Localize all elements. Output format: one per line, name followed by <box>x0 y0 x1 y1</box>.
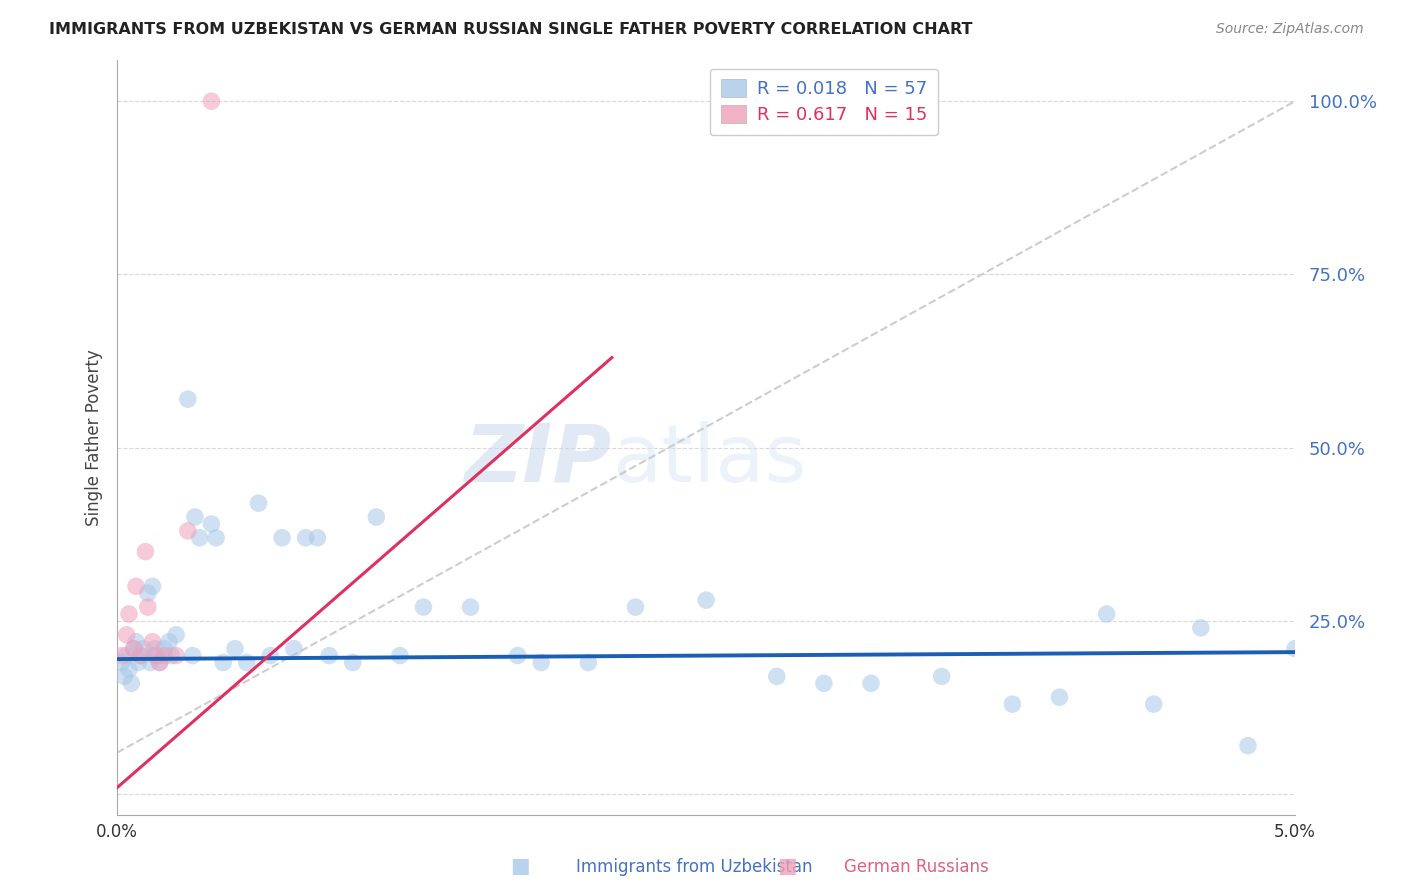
Point <box>118 607 141 621</box>
Point <box>139 656 162 670</box>
Point <box>247 496 270 510</box>
Text: ■: ■ <box>778 856 797 876</box>
Point <box>118 663 141 677</box>
Point <box>1189 621 1212 635</box>
Point <box>224 641 246 656</box>
Point <box>366 510 388 524</box>
Point <box>115 628 138 642</box>
Text: Immigrants from Uzbekistan: Immigrants from Uzbekistan <box>576 858 813 876</box>
Point <box>129 648 152 663</box>
Point <box>136 600 159 615</box>
Point <box>259 648 281 663</box>
Point <box>136 586 159 600</box>
Text: IMMIGRANTS FROM UZBEKISTAN VS GERMAN RUSSIAN SINGLE FATHER POVERTY CORRELATION C: IMMIGRANTS FROM UZBEKISTAN VS GERMAN RUS… <box>49 22 973 37</box>
Point <box>1001 697 1024 711</box>
Point <box>342 656 364 670</box>
Point <box>931 669 953 683</box>
Point <box>146 648 169 663</box>
Point <box>157 634 180 648</box>
Point <box>765 669 787 683</box>
Point <box>388 648 411 663</box>
Point <box>141 579 163 593</box>
Point <box>576 656 599 670</box>
Point <box>236 656 259 670</box>
Point <box>624 600 647 615</box>
Point <box>212 656 235 670</box>
Point <box>695 593 717 607</box>
Point <box>181 648 204 663</box>
Point <box>143 641 166 656</box>
Point <box>149 656 172 670</box>
Point <box>153 641 176 656</box>
Point <box>129 648 152 663</box>
Point <box>205 531 228 545</box>
Point <box>1049 690 1071 705</box>
Point <box>134 544 156 558</box>
Point <box>1143 697 1166 711</box>
Point <box>184 510 207 524</box>
Point <box>111 656 134 670</box>
Point <box>200 516 222 531</box>
Point <box>122 641 145 656</box>
Point <box>141 634 163 648</box>
Point <box>177 524 200 538</box>
Point <box>143 648 166 663</box>
Point <box>860 676 883 690</box>
Point <box>294 531 316 545</box>
Point <box>149 656 172 670</box>
Point <box>460 600 482 615</box>
Point <box>120 676 142 690</box>
Point <box>125 634 148 648</box>
Point <box>177 392 200 407</box>
Point <box>115 648 138 663</box>
Point <box>165 648 187 663</box>
Point <box>318 648 340 663</box>
Point <box>153 648 176 663</box>
Point <box>271 531 294 545</box>
Legend: R = 0.018   N = 57, R = 0.617   N = 15: R = 0.018 N = 57, R = 0.617 N = 15 <box>710 69 938 135</box>
Point <box>132 641 155 656</box>
Point <box>1095 607 1118 621</box>
Text: Source: ZipAtlas.com: Source: ZipAtlas.com <box>1216 22 1364 37</box>
Point <box>200 94 222 108</box>
Point <box>160 648 183 663</box>
Point <box>125 579 148 593</box>
Point <box>1284 641 1306 656</box>
Point <box>506 648 529 663</box>
Text: atlas: atlas <box>612 421 806 499</box>
Point <box>813 676 835 690</box>
Point <box>283 641 305 656</box>
Point <box>530 656 553 670</box>
Point <box>188 531 211 545</box>
Point <box>1237 739 1260 753</box>
Point <box>165 628 187 642</box>
Point <box>122 641 145 656</box>
Y-axis label: Single Father Poverty: Single Father Poverty <box>86 349 103 525</box>
Point <box>127 656 149 670</box>
Text: ZIP: ZIP <box>464 421 612 499</box>
Point <box>307 531 329 545</box>
Point <box>112 669 135 683</box>
Text: German Russians: German Russians <box>844 858 988 876</box>
Point <box>111 648 134 663</box>
Point <box>412 600 434 615</box>
Text: ■: ■ <box>510 856 530 876</box>
